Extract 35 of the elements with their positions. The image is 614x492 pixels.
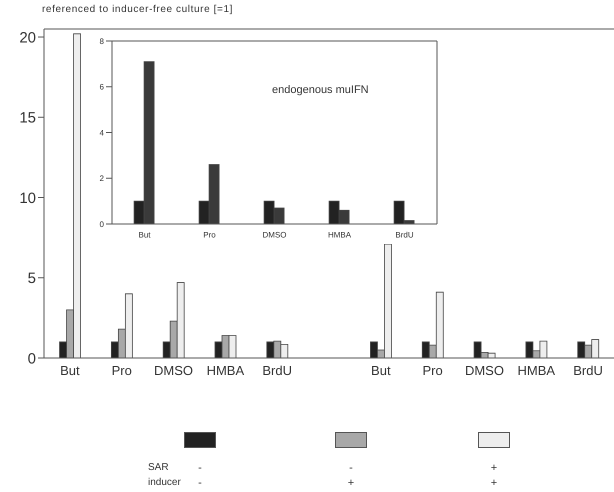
text: + xyxy=(346,477,356,489)
y-tick-label: 10 xyxy=(19,190,36,207)
text: - xyxy=(348,462,354,474)
text: - xyxy=(197,462,203,474)
x-tick-label: But xyxy=(371,363,391,378)
text: - xyxy=(197,477,203,489)
y-axis-title: referenced to inducer-free culture [=1] xyxy=(42,4,233,15)
y-tick-label: 0 xyxy=(28,350,36,368)
x-tick-label: DMSO xyxy=(262,230,286,240)
x-tick-label: But xyxy=(138,230,152,240)
x-tick-label: DMSO xyxy=(154,363,194,378)
x-tick-label: HMBA xyxy=(206,363,244,378)
y-tick-label: 2 xyxy=(100,174,105,184)
y-tick-label: 5 xyxy=(28,270,36,288)
x-tick-label: Pro xyxy=(112,363,132,378)
y-tick-label: 15 xyxy=(19,110,36,127)
x-tick-label: HMBA xyxy=(328,230,352,240)
y-tick-label: 4 xyxy=(100,128,105,138)
text: endogenous muIFN xyxy=(272,84,369,96)
text: + xyxy=(490,477,498,489)
x-tick-label: BrdU xyxy=(262,363,292,378)
y-tick-label: 20 xyxy=(19,29,36,46)
y-tick-label: 6 xyxy=(100,82,105,92)
x-tick-label: Pro xyxy=(422,363,443,378)
x-tick-label: Pro xyxy=(203,230,216,240)
x-tick-label: BrdU xyxy=(573,363,603,378)
text: SAR xyxy=(148,462,169,473)
y-tick-label: 0 xyxy=(100,220,105,229)
text: + xyxy=(490,462,498,474)
x-tick-label: BrdU xyxy=(395,230,414,240)
x-tick-label: DMSO xyxy=(464,363,504,378)
x-tick-label: HMBA xyxy=(517,363,556,378)
text: inducer xyxy=(148,477,181,488)
x-tick-label: But xyxy=(60,363,80,378)
y-tick-label: 8 xyxy=(100,36,105,46)
